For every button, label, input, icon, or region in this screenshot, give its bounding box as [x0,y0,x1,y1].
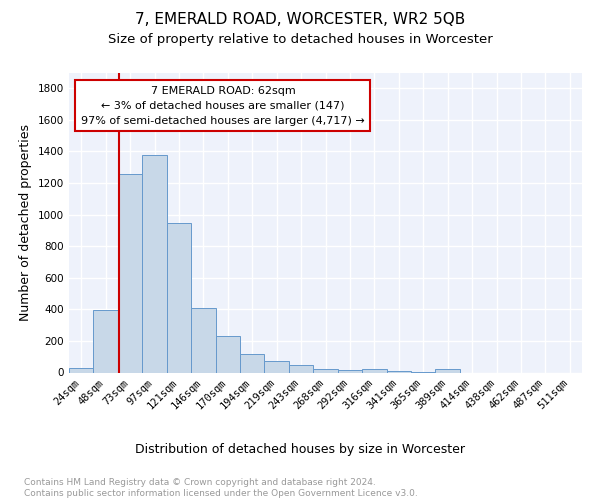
Bar [191,308,215,372]
Bar [338,370,362,372]
Bar [94,310,118,372]
Bar [362,370,386,372]
Bar [436,370,460,372]
Bar [240,354,265,372]
Bar [215,336,240,372]
Bar [289,366,313,372]
Bar [313,370,338,372]
Text: 7, EMERALD ROAD, WORCESTER, WR2 5QB: 7, EMERALD ROAD, WORCESTER, WR2 5QB [135,12,465,28]
Bar [167,224,191,372]
Text: 7 EMERALD ROAD: 62sqm
← 3% of detached houses are smaller (147)
97% of semi-deta: 7 EMERALD ROAD: 62sqm ← 3% of detached h… [81,86,365,126]
Bar [118,174,142,372]
Bar [386,371,411,372]
Bar [69,368,94,372]
Text: Size of property relative to detached houses in Worcester: Size of property relative to detached ho… [107,32,493,46]
Bar [142,154,167,372]
Bar [265,362,289,372]
Text: Contains HM Land Registry data © Crown copyright and database right 2024.
Contai: Contains HM Land Registry data © Crown c… [24,478,418,498]
Text: Distribution of detached houses by size in Worcester: Distribution of detached houses by size … [135,442,465,456]
Y-axis label: Number of detached properties: Number of detached properties [19,124,32,321]
